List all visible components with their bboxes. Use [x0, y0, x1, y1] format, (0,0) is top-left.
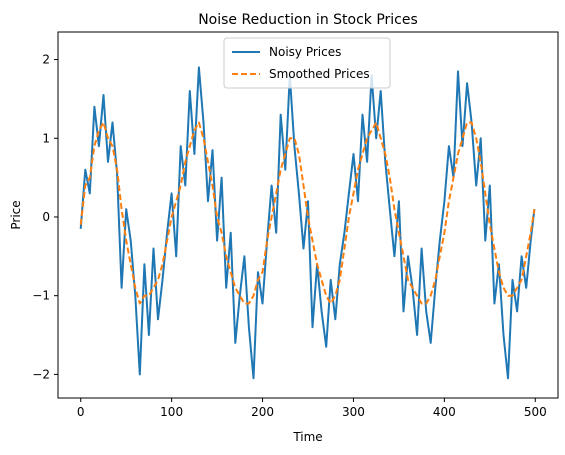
legend: Noisy Prices Smoothed Prices: [223, 37, 391, 89]
series-line-noisy-prices: [79, 66, 536, 380]
x-tick-label: 300: [342, 405, 365, 419]
y-tick-label: −2: [32, 367, 50, 381]
x-axis: 0 100 200 300 400 500: [77, 398, 547, 419]
y-tick-label: 2: [42, 53, 50, 67]
chart-title: Noise Reduction in Stock Prices: [198, 12, 418, 28]
legend-label-noisy: Noisy Prices: [269, 45, 341, 59]
x-tick-label: 200: [251, 405, 274, 419]
x-tick-label: 100: [160, 405, 183, 419]
y-tick-label: −1: [32, 289, 50, 303]
x-tick-label: 0: [77, 405, 85, 419]
x-axis-label: Time: [292, 430, 322, 444]
x-tick-label: 400: [433, 405, 456, 419]
y-tick-label: 0: [42, 210, 50, 224]
axes-frame: [57, 31, 559, 399]
y-axis: −2 −1 0 1 2: [32, 53, 58, 381]
legend-label-smoothed: Smoothed Prices: [269, 67, 370, 81]
y-axis-label: Price: [9, 200, 23, 229]
legend-box: [223, 37, 391, 89]
y-tick-label: 1: [42, 131, 50, 145]
plot-area: [79, 66, 536, 380]
series-line-smoothed-prices: [79, 121, 536, 305]
x-tick-label: 500: [524, 405, 547, 419]
